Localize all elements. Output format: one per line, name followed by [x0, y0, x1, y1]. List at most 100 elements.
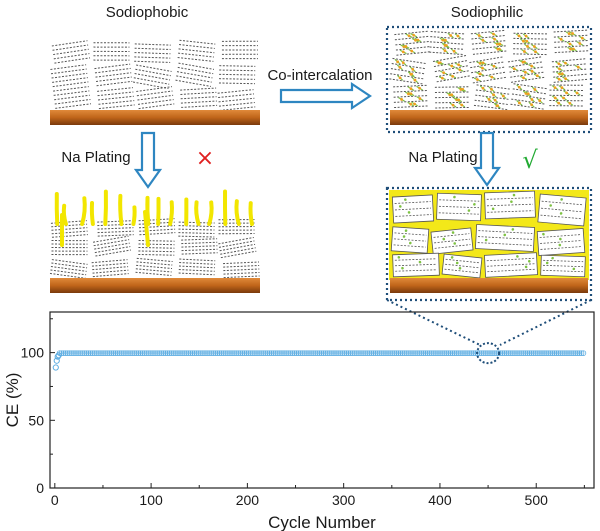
ce-point — [324, 350, 331, 356]
graphene-layer — [97, 87, 133, 92]
ce-point — [507, 350, 514, 356]
graphene-layer — [94, 67, 131, 74]
ce-point — [561, 350, 567, 356]
na-dendrite — [194, 200, 201, 226]
ce-point — [118, 350, 125, 356]
axis-ticks: 0 100 200 300 400 500 0 50 100 — [21, 318, 585, 508]
graphene-layer — [390, 68, 425, 75]
na-ion — [565, 91, 568, 95]
ce-point — [465, 350, 471, 356]
na-ion — [412, 33, 416, 37]
na-ion — [481, 86, 485, 90]
ce-point — [282, 350, 288, 356]
ce-point — [490, 350, 496, 356]
ce-point — [309, 350, 315, 356]
coated-graphite-block — [430, 227, 474, 255]
ce-point — [189, 350, 196, 356]
graphene-layer — [134, 56, 171, 59]
ce-point — [307, 350, 313, 356]
ce-point — [291, 350, 298, 356]
ce-point — [284, 350, 290, 356]
graphene-layer — [470, 29, 505, 35]
graphene-layer — [51, 234, 88, 238]
ce-point — [235, 350, 242, 356]
ce-point — [351, 350, 358, 356]
solvent-molecule — [398, 205, 402, 208]
graphite-sheet — [97, 87, 135, 110]
na-ion — [557, 62, 561, 66]
na-ion — [526, 45, 529, 48]
solvent-molecule — [551, 256, 554, 260]
x-tick-label: 400 — [428, 492, 452, 508]
solvent-molecule — [510, 200, 513, 203]
ce-point — [320, 350, 327, 356]
na-ion — [575, 91, 579, 95]
ce-point — [83, 350, 90, 356]
na-ion — [580, 36, 584, 40]
solvent-molecule — [549, 204, 552, 207]
graphene-layer — [132, 81, 169, 90]
graphene-layer — [91, 262, 128, 267]
graphene-layer — [554, 50, 589, 54]
ce-point — [468, 350, 475, 356]
solvent-molecule — [473, 202, 476, 206]
ce-point — [203, 350, 209, 356]
graphene-layer — [394, 201, 431, 204]
ce-point — [480, 350, 487, 356]
graphene-layer — [135, 268, 172, 273]
ce-point — [528, 350, 535, 356]
graphene-layer — [429, 51, 463, 55]
ce-point — [151, 350, 157, 356]
ce-point — [301, 350, 307, 356]
graphene-layer — [391, 63, 426, 70]
na-ion — [418, 97, 422, 100]
x-tick-label: 200 — [236, 492, 260, 508]
na-ion — [490, 87, 493, 91]
graphite-sheet-intercalated — [393, 84, 428, 109]
graphene-layer — [178, 44, 215, 49]
ce-point — [524, 350, 531, 356]
ce-point — [488, 350, 494, 356]
na-ion — [413, 78, 417, 82]
graphene-layer — [134, 47, 171, 50]
graphene-layer — [218, 240, 255, 248]
co-intercalation-arrow-icon — [279, 81, 372, 111]
graphene-layer — [393, 89, 427, 93]
graphene-layer — [219, 73, 256, 76]
graphene-layer — [139, 232, 176, 236]
na-ion — [401, 61, 405, 65]
graphene-layer — [541, 200, 584, 206]
graphene-layer — [178, 272, 215, 276]
graphene-layer — [180, 87, 217, 91]
ce-point — [285, 350, 292, 356]
na-ion — [490, 75, 494, 79]
na-ion — [409, 102, 413, 106]
ce-point — [299, 350, 306, 356]
graphite-sheet-intercalated — [473, 84, 510, 111]
ce-point — [499, 350, 506, 356]
graphene-layer — [181, 238, 218, 241]
graphene-layer — [472, 45, 506, 50]
graphene-layer — [135, 68, 171, 77]
x-tick-label: 500 — [525, 492, 549, 508]
na-ion — [492, 93, 495, 97]
ce-point — [243, 350, 250, 356]
ce-point — [503, 350, 510, 356]
solvent-molecule — [524, 265, 528, 269]
ce-point — [440, 350, 446, 356]
graphene-layer — [95, 249, 131, 257]
ce-point — [166, 350, 173, 356]
na-ion — [518, 101, 521, 105]
graphene-layer — [138, 253, 175, 256]
graphene-layer — [96, 80, 133, 87]
ce-point — [384, 350, 390, 356]
ce-point — [578, 350, 585, 356]
ce-point — [214, 350, 221, 356]
graphene-layer — [97, 230, 134, 234]
x-tick-label: 300 — [332, 492, 356, 508]
graphene-layer — [178, 52, 214, 58]
ce-point — [443, 350, 450, 356]
graphene-layer — [55, 103, 92, 109]
graphene-layer — [179, 262, 216, 265]
fail-cross-icon: × — [196, 146, 214, 171]
